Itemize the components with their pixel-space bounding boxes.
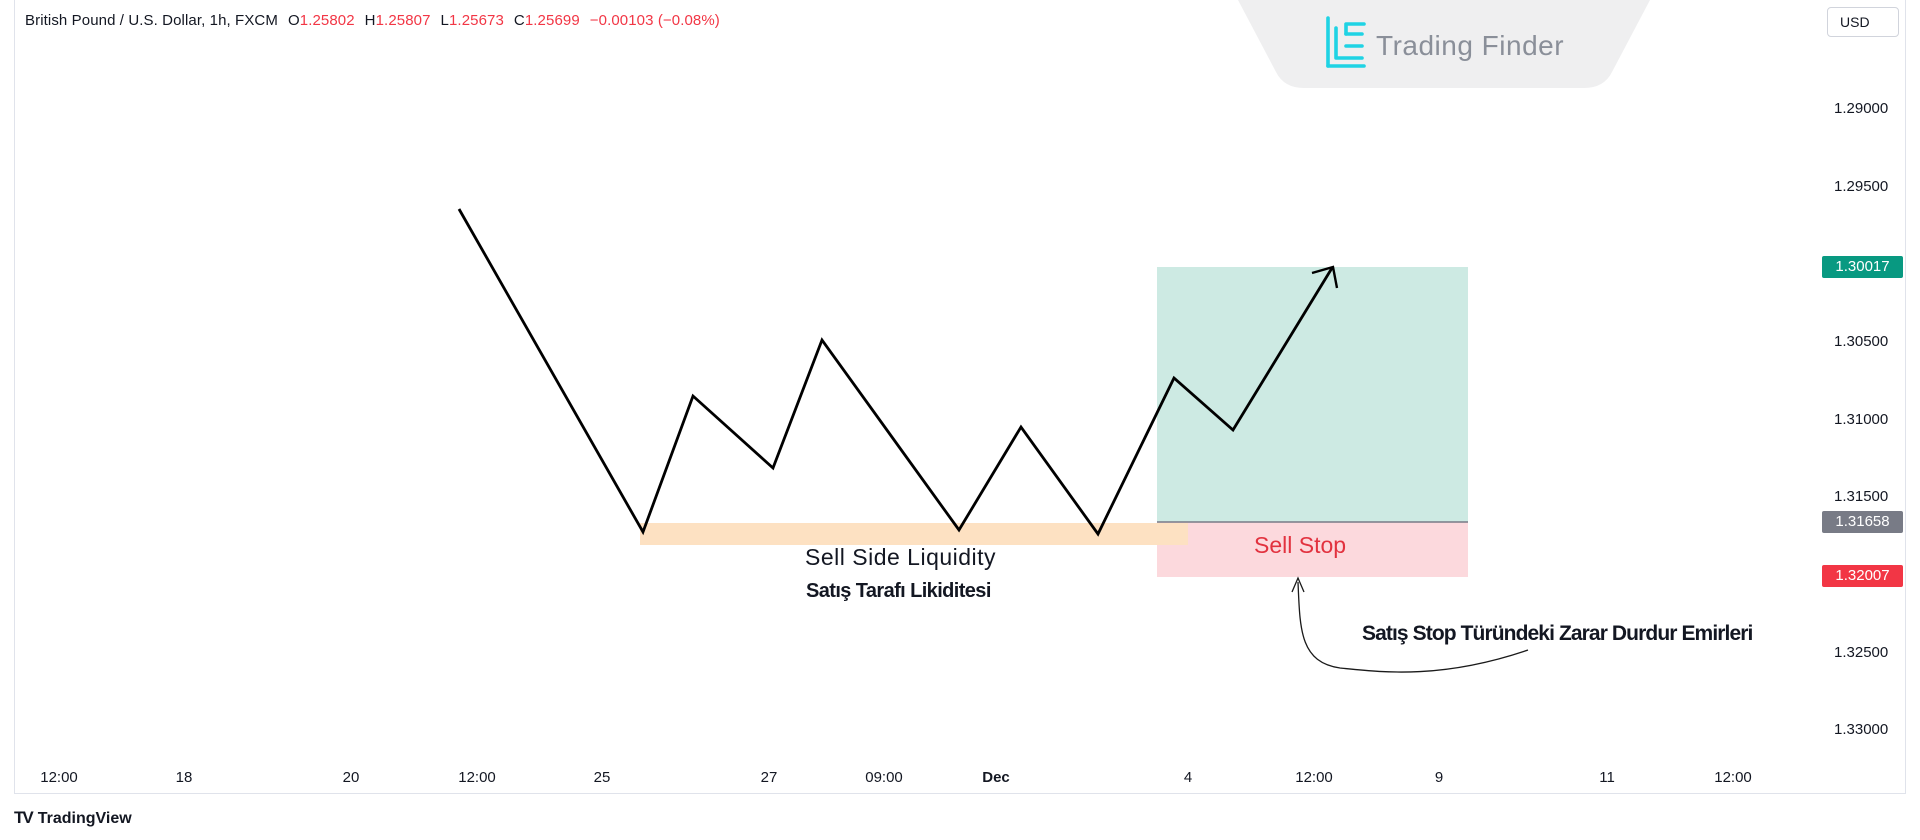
time-axis-label: 27	[760, 769, 778, 786]
open-label: O	[287, 12, 300, 29]
stop-orders-tr-label: Satış Stop Türündeki Zarar Durdur Emirle…	[1362, 622, 1753, 645]
chart-frame	[14, 0, 1906, 794]
trading-finder-logo-icon	[1326, 16, 1366, 68]
liquidity-zone[interactable]	[640, 523, 1188, 545]
low-label: L	[440, 12, 449, 29]
time-axis-label: 09:00	[865, 769, 903, 786]
entry-price-tag: 1.31658	[1822, 511, 1903, 533]
sell-stop-label: Sell Stop	[1254, 532, 1347, 558]
time-axis-label: 25	[593, 769, 611, 786]
high-value: 1.25807	[375, 12, 431, 29]
currency-button[interactable]: USD	[1827, 7, 1899, 37]
sell-side-liquidity-label: Sell Side Liquidity	[805, 544, 997, 570]
low-value: 1.25673	[448, 12, 504, 29]
target-zone[interactable]	[1157, 267, 1468, 522]
arrow-head-icon	[1311, 265, 1339, 289]
close-label: C	[513, 12, 525, 29]
price-axis-label: 1.29000	[1834, 100, 1889, 117]
price-axis-label: 1.33000	[1834, 721, 1889, 738]
stop-zone[interactable]	[1157, 522, 1468, 577]
stop-pointer-curve	[1297, 581, 1529, 673]
price-axis-label: 1.30500	[1834, 333, 1889, 350]
stop-pointer-arrowhead-icon	[1291, 576, 1305, 593]
symbol-title[interactable]: British Pound / U.S. Dollar, 1h, FXCM	[25, 12, 278, 29]
time-axis-label: 12:00	[40, 769, 78, 786]
price-axis-label: 1.29500	[1834, 178, 1889, 195]
time-axis-label: 20	[342, 769, 360, 786]
tradingview-logo-text: TradingView	[37, 810, 132, 827]
symbol-header: British Pound / U.S. Dollar, 1h, FXCM O1.…	[25, 12, 720, 29]
tradingview-logo-icon: TV	[14, 808, 34, 827]
price-path[interactable]	[457, 208, 1334, 537]
target-price-tag: 1.30017	[1822, 256, 1903, 278]
price-axis-label: 1.31500	[1834, 488, 1889, 505]
open-value: 1.25802	[299, 12, 355, 29]
high-label: H	[364, 12, 376, 29]
time-axis-label: Dec	[982, 769, 1010, 786]
brand-name: Trading Finder	[1376, 30, 1565, 61]
tradingview-logo[interactable]: TV TradingView	[14, 808, 132, 828]
time-axis-label: 11	[1599, 769, 1615, 786]
stop-price-tag: 1.32007	[1822, 565, 1903, 587]
time-axis-label: 12:00	[458, 769, 496, 786]
sell-side-liquidity-tr-label: Satış Tarafı Likiditesi	[806, 580, 991, 602]
change-value: −0.00103 (−0.08%)	[589, 12, 720, 29]
price-axis-label: 1.32500	[1834, 644, 1889, 661]
time-axis-label: 18	[175, 769, 193, 786]
close-value: 1.25699	[524, 12, 580, 29]
time-axis-label: 12:00	[1714, 769, 1752, 786]
time-axis-label: 4	[1183, 769, 1193, 786]
price-axis-label: 1.31000	[1834, 411, 1889, 428]
time-axis-label: 12:00	[1295, 769, 1333, 786]
time-axis-label: 9	[1434, 769, 1444, 786]
